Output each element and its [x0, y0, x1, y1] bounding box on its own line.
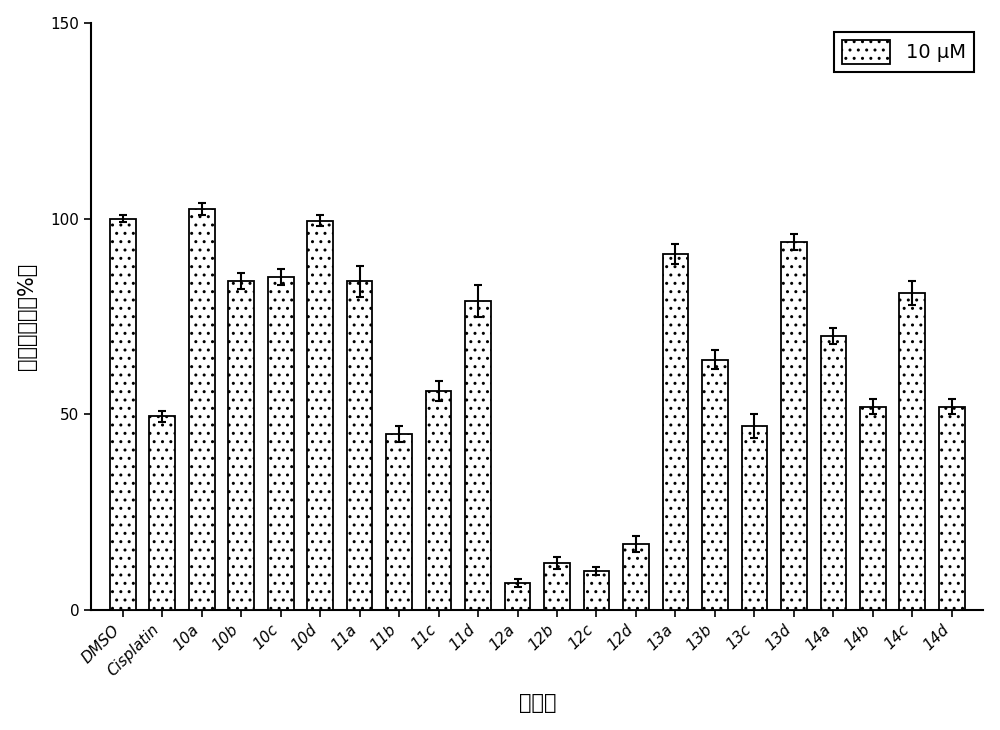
Bar	[189, 209, 215, 610]
Bar	[702, 360, 728, 610]
Bar	[939, 407, 965, 610]
Legend: 10 μM: 10 μM	[834, 32, 974, 72]
X-axis label: 化合物: 化合物	[519, 694, 556, 713]
Bar	[228, 281, 254, 610]
Bar	[742, 426, 767, 610]
Bar	[899, 293, 925, 610]
Bar	[860, 407, 886, 610]
Bar	[821, 336, 846, 610]
Bar	[149, 416, 175, 610]
Bar	[623, 544, 649, 610]
Bar	[426, 391, 451, 610]
Bar	[307, 220, 333, 610]
Bar	[386, 434, 412, 610]
Bar	[268, 277, 294, 610]
Bar	[781, 242, 807, 610]
Bar	[544, 564, 570, 610]
Bar	[584, 571, 609, 610]
Bar	[505, 583, 530, 610]
Bar	[110, 218, 136, 610]
Bar	[465, 301, 491, 610]
Bar	[347, 281, 372, 610]
Bar	[663, 254, 688, 610]
Y-axis label: 细胞存活率（%）: 细胞存活率（%）	[17, 263, 37, 370]
